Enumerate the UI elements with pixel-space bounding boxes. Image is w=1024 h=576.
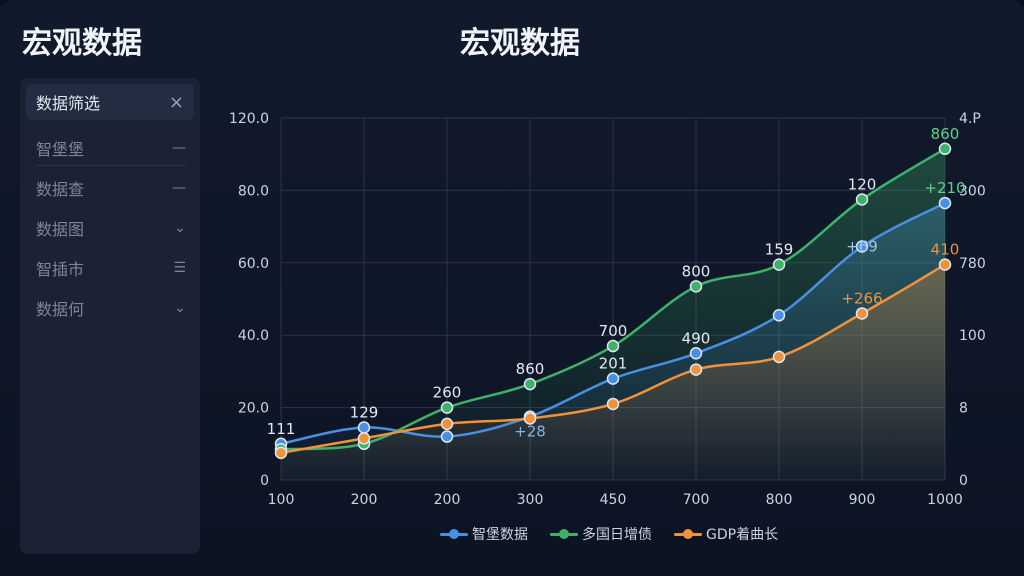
sidebar-item-label: 数据何 xyxy=(36,300,85,319)
dash-icon: — xyxy=(172,180,186,196)
y2-tick-label: 780 xyxy=(959,256,986,272)
data-label: +266 xyxy=(841,289,882,307)
series-smart-point xyxy=(855,240,869,253)
sidebar-item-5[interactable]: 数据何 ⌄ xyxy=(36,296,186,320)
series-multinational-point xyxy=(440,401,454,414)
y-tick-label: 120.0 xyxy=(229,111,269,127)
legend-swatch-icon xyxy=(674,529,702,539)
legend-item-3[interactable]: GDP着曲长 xyxy=(674,524,778,544)
legend-item-1[interactable]: 智堡数据 xyxy=(440,524,528,544)
sidebar: 数据筛选 × 智堡堡 — 数据查 — 数据图 ⌄ 智插市 ☰ 数据何 ⌄ xyxy=(20,78,200,554)
y2-tick-label: 4.P xyxy=(959,111,981,127)
series-multinational-point xyxy=(855,193,869,206)
legend-label: 多国日增债 xyxy=(582,527,652,543)
y-tick-label: 60.0 xyxy=(238,256,269,272)
series-gdp-point xyxy=(357,432,371,445)
data-label: +28 xyxy=(514,423,546,441)
data-label: 120 xyxy=(848,175,877,193)
data-label: 159 xyxy=(765,241,794,259)
x-tick-label: 200 xyxy=(351,492,378,508)
y2-tick-label: 8 xyxy=(959,401,968,417)
y2-tick-label: 300 xyxy=(959,183,986,199)
y2-tick-label: 100 xyxy=(959,328,986,344)
y-tick-label: 20.0 xyxy=(238,401,269,417)
legend-item-2[interactable]: 多国日增债 xyxy=(550,524,652,544)
x-tick-label: 700 xyxy=(683,492,710,508)
x-tick-label: 800 xyxy=(766,492,793,508)
x-tick-label: 1000 xyxy=(927,492,963,508)
sidebar-item-label: 数据图 xyxy=(36,220,85,239)
sidebar-item-label: 数据查 xyxy=(36,180,85,199)
data-label: 201 xyxy=(599,355,628,373)
data-label: 700 xyxy=(599,322,628,340)
x-tick-label: 200 xyxy=(434,492,461,508)
x-tick-label: 900 xyxy=(849,492,876,508)
data-label: 800 xyxy=(682,262,711,280)
series-smart-point xyxy=(938,196,952,210)
series-gdp-point xyxy=(440,417,454,431)
filter-label: 数据筛选 xyxy=(36,94,101,113)
legend-swatch-icon xyxy=(440,529,468,539)
legend-label: 智堡数据 xyxy=(472,527,528,543)
sidebar-item-label: 智堡堡 xyxy=(36,140,85,159)
series-multinational-point xyxy=(523,377,537,391)
legend-label: GDP着曲长 xyxy=(706,527,779,543)
list-icon: ☰ xyxy=(173,260,186,276)
series-gdp-point xyxy=(689,363,703,376)
y-tick-label: 40.0 xyxy=(238,328,269,344)
y-tick-label: 80.0 xyxy=(238,183,269,199)
sidebar-item-label: 智插市 xyxy=(36,260,85,279)
series-gdp-point xyxy=(523,412,537,425)
filter-header[interactable]: 数据筛选 × xyxy=(26,84,194,120)
legend-swatch-icon xyxy=(550,529,578,539)
series-multinational-point xyxy=(689,280,703,293)
sidebar-divider xyxy=(36,165,186,166)
series-gdp-point xyxy=(274,446,288,460)
data-label: +210 xyxy=(924,179,965,197)
series-gdp-point xyxy=(772,350,786,364)
app-title: 宏观数据 xyxy=(22,26,142,61)
series-smart-point xyxy=(772,309,786,322)
series-multinational-point xyxy=(772,258,786,271)
y-tick-label: 0 xyxy=(260,473,269,489)
series-multinational-point xyxy=(606,339,620,353)
series-gdp-point xyxy=(938,258,952,271)
series-smart-point xyxy=(689,347,703,360)
y2-tick-label: 0 xyxy=(959,473,968,489)
series-smart-point xyxy=(440,430,454,443)
data-label: 860 xyxy=(931,125,960,143)
chart-legend: 智堡数据 多国日增债 GDP着曲长 xyxy=(440,524,778,544)
series-gdp-point xyxy=(855,307,869,320)
chart-title: 宏观数据 xyxy=(460,26,580,61)
data-label: 410 xyxy=(931,241,960,259)
series-gdp-point xyxy=(606,397,620,411)
sidebar-item-3[interactable]: 数据图 ⌄ xyxy=(36,216,186,240)
data-label: 129 xyxy=(350,404,379,422)
data-label: 260 xyxy=(433,384,462,402)
chevron-down-icon: ⌄ xyxy=(174,220,186,236)
chevron-down-icon: ⌄ xyxy=(174,300,186,316)
series-smart-point xyxy=(606,372,620,385)
x-tick-label: 100 xyxy=(268,492,295,508)
data-label: 860 xyxy=(516,360,545,378)
x-tick-label: 450 xyxy=(600,492,627,508)
series-smart-point xyxy=(357,421,371,434)
dash-icon: — xyxy=(172,140,186,156)
data-label: 490 xyxy=(682,329,711,347)
sidebar-item-1[interactable]: 智堡堡 — xyxy=(36,136,186,160)
data-label: 111 xyxy=(267,420,296,438)
sidebar-item-4[interactable]: 智插市 ☰ xyxy=(36,256,186,280)
sidebar-item-2[interactable]: 数据查 — xyxy=(36,176,186,200)
series-multinational-point xyxy=(938,142,952,156)
data-label: +69 xyxy=(846,238,878,256)
x-tick-label: 300 xyxy=(517,492,544,508)
close-icon[interactable]: × xyxy=(168,91,184,113)
